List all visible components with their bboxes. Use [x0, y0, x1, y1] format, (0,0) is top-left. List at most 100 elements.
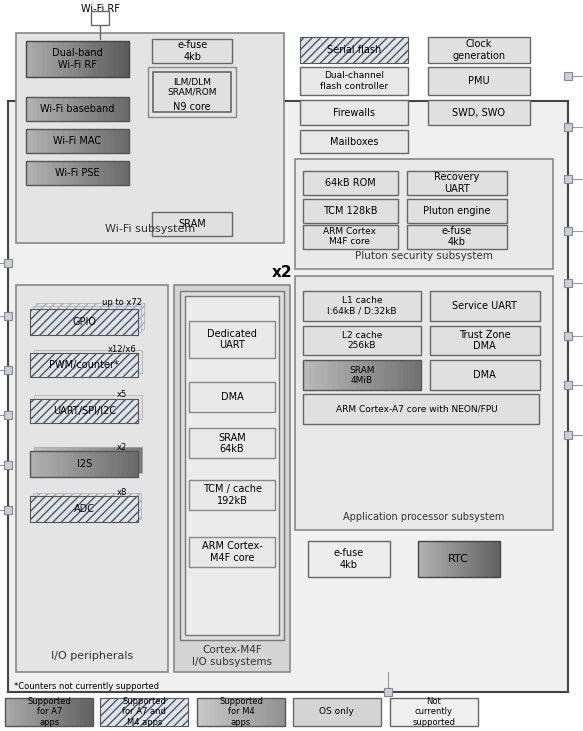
Bar: [428, 100, 530, 125]
Bar: [391, 360, 398, 390]
Bar: [430, 541, 435, 577]
Bar: [403, 360, 409, 390]
Text: x2: x2: [117, 443, 127, 452]
Bar: [483, 541, 488, 577]
Bar: [564, 227, 571, 235]
Bar: [131, 447, 138, 474]
Text: Not
currently
supported: Not currently supported: [412, 697, 455, 727]
Bar: [100, 698, 188, 726]
Bar: [37, 161, 43, 185]
Bar: [447, 541, 451, 577]
Text: UART/SPI/I2C: UART/SPI/I2C: [52, 406, 116, 417]
Bar: [390, 698, 477, 726]
Bar: [26, 97, 129, 121]
Text: Supported
for M4
apps: Supported for M4 apps: [219, 697, 263, 727]
Text: x8: x8: [117, 488, 128, 497]
Bar: [5, 412, 12, 420]
Bar: [16, 33, 284, 243]
Text: N9 core: N9 core: [173, 102, 211, 112]
Bar: [407, 171, 507, 194]
Bar: [303, 171, 398, 194]
Bar: [350, 360, 357, 390]
Bar: [99, 97, 104, 121]
Text: Wi-Fi baseband: Wi-Fi baseband: [40, 104, 114, 114]
Bar: [5, 507, 12, 515]
Bar: [5, 259, 12, 267]
Bar: [153, 72, 231, 112]
Bar: [475, 541, 480, 577]
Text: ILM/DLM
SRAM/ROM: ILM/DLM SRAM/ROM: [167, 77, 217, 96]
Bar: [30, 354, 138, 377]
Bar: [26, 129, 129, 153]
Bar: [52, 41, 58, 77]
Bar: [67, 698, 72, 726]
Text: Wi-Fi RF: Wi-Fi RF: [81, 4, 120, 14]
Bar: [31, 97, 37, 121]
Text: DMA: DMA: [473, 371, 496, 380]
Bar: [126, 447, 132, 474]
Text: Cortex-M4F
I/O subsystems: Cortex-M4F I/O subsystems: [192, 645, 272, 667]
Bar: [51, 447, 57, 474]
Bar: [428, 37, 530, 63]
Bar: [36, 698, 41, 726]
Text: Clock
generation: Clock generation: [452, 39, 505, 61]
Bar: [409, 360, 416, 390]
Bar: [189, 382, 275, 412]
Bar: [272, 698, 277, 726]
Bar: [197, 698, 202, 726]
Bar: [197, 698, 285, 726]
Text: x12/x6: x12/x6: [108, 344, 136, 353]
Bar: [467, 541, 472, 577]
Bar: [47, 451, 52, 477]
Bar: [479, 541, 484, 577]
Bar: [52, 451, 58, 477]
Bar: [108, 129, 114, 153]
Text: 64kB ROM: 64kB ROM: [325, 178, 375, 188]
Bar: [280, 698, 286, 726]
Text: ARM Cortex
M4F core: ARM Cortex M4F core: [324, 227, 377, 246]
Text: RTC: RTC: [448, 554, 469, 564]
Bar: [385, 360, 392, 390]
Bar: [95, 451, 101, 477]
Bar: [451, 541, 455, 577]
Text: DMA: DMA: [221, 393, 244, 403]
Bar: [114, 129, 120, 153]
Bar: [34, 395, 142, 420]
Bar: [180, 291, 284, 640]
Bar: [83, 129, 89, 153]
Bar: [68, 451, 74, 477]
Bar: [27, 698, 32, 726]
Bar: [34, 447, 142, 474]
Bar: [356, 360, 363, 390]
Bar: [106, 451, 112, 477]
Bar: [276, 698, 281, 726]
Bar: [122, 451, 128, 477]
Bar: [124, 161, 130, 185]
Bar: [41, 451, 47, 477]
Bar: [303, 325, 421, 355]
Text: SRAM
4MiB: SRAM 4MiB: [349, 366, 375, 385]
Bar: [30, 496, 138, 522]
Bar: [104, 97, 109, 121]
Text: Trust Zone
DMA: Trust Zone DMA: [459, 330, 511, 352]
Bar: [110, 447, 116, 474]
Bar: [52, 129, 58, 153]
Bar: [564, 123, 571, 131]
Bar: [241, 698, 246, 726]
Bar: [108, 161, 114, 185]
Bar: [459, 541, 463, 577]
Bar: [26, 161, 32, 185]
Bar: [430, 325, 540, 355]
Bar: [5, 311, 12, 319]
Bar: [407, 199, 507, 223]
Bar: [111, 451, 117, 477]
Text: Wi-Fi MAC: Wi-Fi MAC: [53, 136, 101, 145]
Text: e-fuse
4kb: e-fuse 4kb: [177, 40, 208, 61]
Bar: [85, 451, 90, 477]
Bar: [152, 39, 232, 63]
Bar: [80, 698, 85, 726]
Bar: [430, 360, 540, 390]
Bar: [61, 447, 67, 474]
Bar: [26, 129, 32, 153]
Bar: [300, 130, 408, 153]
